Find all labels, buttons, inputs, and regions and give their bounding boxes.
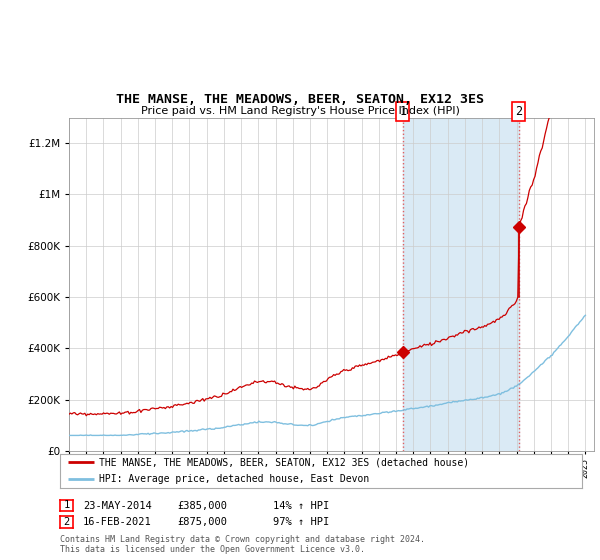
Text: HPI: Average price, detached house, East Devon: HPI: Average price, detached house, East… bbox=[99, 474, 370, 484]
Text: 1: 1 bbox=[64, 501, 70, 510]
Text: £875,000: £875,000 bbox=[177, 517, 227, 528]
Text: THE MANSE, THE MEADOWS, BEER, SEATON, EX12 3ES: THE MANSE, THE MEADOWS, BEER, SEATON, EX… bbox=[116, 94, 484, 106]
Text: 14% ↑ HPI: 14% ↑ HPI bbox=[273, 501, 329, 511]
Text: 2: 2 bbox=[64, 517, 70, 527]
Text: Price paid vs. HM Land Registry's House Price Index (HPI): Price paid vs. HM Land Registry's House … bbox=[140, 106, 460, 116]
Text: £385,000: £385,000 bbox=[177, 501, 227, 511]
Text: 2: 2 bbox=[515, 105, 522, 118]
Text: THE MANSE, THE MEADOWS, BEER, SEATON, EX12 3ES (detached house): THE MANSE, THE MEADOWS, BEER, SEATON, EX… bbox=[99, 458, 469, 467]
Text: 23-MAY-2014: 23-MAY-2014 bbox=[83, 501, 152, 511]
Bar bbox=[403, 118, 518, 451]
Text: 1: 1 bbox=[399, 105, 406, 118]
Text: 97% ↑ HPI: 97% ↑ HPI bbox=[273, 517, 329, 528]
Text: Contains HM Land Registry data © Crown copyright and database right 2024.
This d: Contains HM Land Registry data © Crown c… bbox=[60, 535, 425, 554]
Text: 16-FEB-2021: 16-FEB-2021 bbox=[83, 517, 152, 528]
